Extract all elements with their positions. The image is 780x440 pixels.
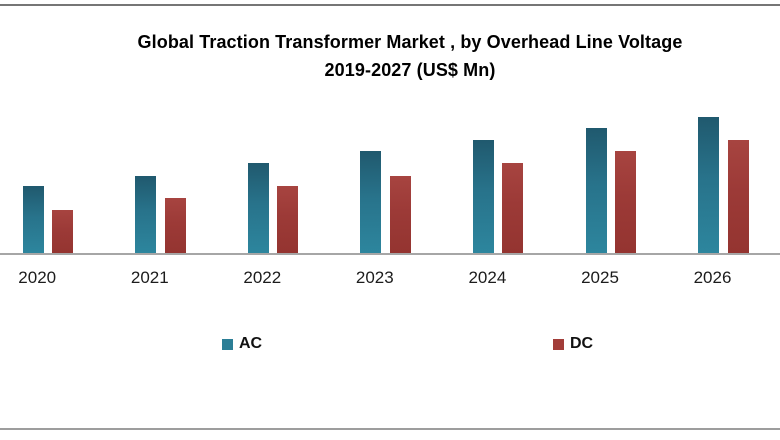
legend-item-ac: AC [222,335,262,353]
x-axis-label-2025: 2025 [581,268,619,287]
x-axis-label-2024: 2024 [468,268,507,287]
legend-dc-swatch-icon [553,339,564,350]
legend-dc-label: DC [570,335,594,352]
bar-ac-2022 [247,163,269,254]
bottom-border-line [0,428,780,430]
bar-dc-2026 [727,140,749,254]
chart-title: Global Traction Transformer Market , by … [40,28,780,84]
bar-dc-2021 [164,198,186,254]
bar-dc-2025 [615,151,636,254]
bar-ac-2023 [360,151,382,254]
x-axis-line [0,253,780,255]
bar-dc-2020 [52,210,74,254]
x-axis-label-2026: 2026 [693,268,732,287]
bar-dc-2022 [277,186,299,254]
plot-area [0,100,780,254]
x-axis-label-2022: 2022 [243,268,282,287]
bar-ac-2025 [585,128,607,254]
bar-ac-2020 [22,186,44,254]
top-border-line [0,4,780,6]
x-axis-label-2020: 2020 [18,268,57,287]
bar-ac-2021 [135,176,157,254]
chart-title-line1: Global Traction Transformer Market , by … [137,32,683,52]
legend-ac-swatch-icon [222,339,233,350]
bar-dc-2023 [389,176,411,254]
bar-ac-2026 [698,117,719,254]
legend-ac-label: AC [239,335,263,352]
x-axis-label-2021: 2021 [130,268,169,287]
x-axis-label-2023: 2023 [355,268,394,287]
legend-item-dc: DC [553,335,593,353]
bar-dc-2024 [502,163,524,254]
chart-title-line2: 2019-2027 (US$ Mn) [324,60,496,80]
bar-ac-2024 [472,140,494,254]
